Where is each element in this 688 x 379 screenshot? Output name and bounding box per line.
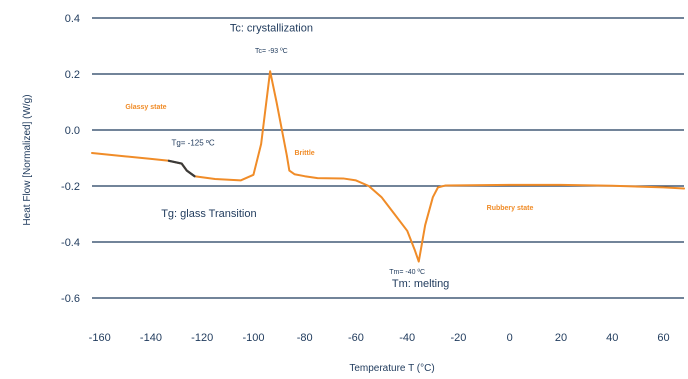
x-tick-label: -120	[191, 332, 213, 344]
y-tick-label: 0.0	[65, 125, 80, 137]
annotation-tm-value: Tm= -40 ºC	[389, 269, 425, 276]
y-tick-label: -0.6	[61, 293, 80, 305]
x-tick-label: 0	[507, 332, 513, 344]
y-tick-label: 0.2	[65, 69, 80, 81]
grid-layer	[92, 17, 684, 299]
annotation-tg-value: Tg= -125 ºC	[171, 138, 214, 147]
annotation-rubbery-state: Rubbery state	[487, 205, 534, 212]
x-tick-label: -160	[89, 332, 111, 344]
annotation-brittle: Brittle	[294, 150, 314, 157]
annotation-glassy-state: Glassy state	[125, 104, 166, 111]
annotation-tg-title: Tg: glass Transition	[161, 208, 256, 220]
annotation-tm-title: Tm: melting	[392, 278, 449, 290]
annotation-layer: Tc: crystallization Tc= -93 ºC Glassy stat…	[125, 22, 533, 289]
heat-flow-curve	[91, 70, 685, 263]
tick-layer: 0.4 0.2 0.0 -0.2 -0.4 -0.6 -160 -140 -120 -100 -80…	[61, 13, 670, 344]
x-tick-label: -80	[297, 332, 313, 344]
glass-transition-segment	[167, 159, 196, 178]
x-tick-label: -100	[242, 332, 264, 344]
y-axis-title: Heat Flow [Normalized] (W/g)	[22, 94, 33, 225]
x-tick-label: -20	[451, 332, 467, 344]
curve-layer	[91, 70, 685, 263]
x-tick-label: 40	[606, 332, 618, 344]
x-tick-label: 60	[657, 332, 669, 344]
y-tick-label: 0.4	[65, 13, 80, 25]
y-tick-label: -0.4	[61, 237, 80, 249]
annotation-tc-title: Tc: crystallization	[230, 22, 313, 34]
x-axis-title: Temperature T (°C)	[349, 363, 434, 374]
x-tick-label: -140	[140, 332, 162, 344]
x-tick-label: 20	[555, 332, 567, 344]
annotation-tc-value: Tc= -93 ºC	[255, 48, 288, 55]
x-tick-label: -40	[399, 332, 415, 344]
x-tick-label: -60	[348, 332, 364, 344]
y-tick-label: -0.2	[61, 181, 80, 193]
